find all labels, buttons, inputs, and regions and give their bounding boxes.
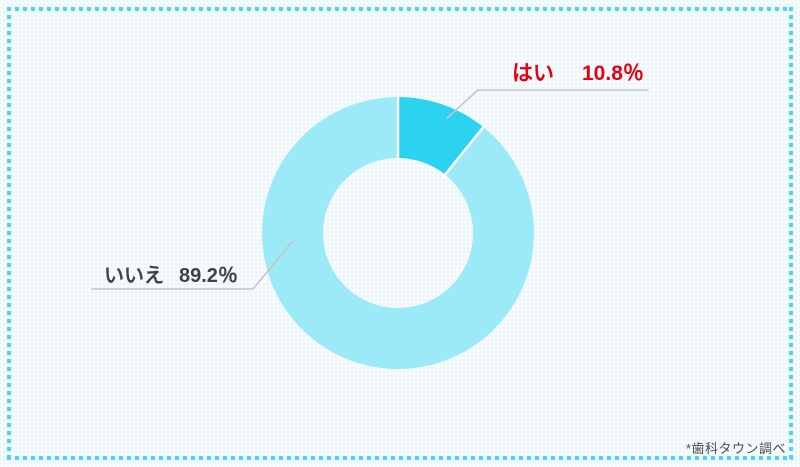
callout-yes-value: 10.8％ bbox=[582, 62, 644, 85]
dotted-frame-left bbox=[7, 7, 11, 460]
dotted-frame-right bbox=[789, 7, 793, 460]
callout-no-value: 89.2％ bbox=[179, 265, 238, 287]
dotted-frame-bottom bbox=[7, 456, 793, 460]
donut-chart bbox=[262, 95, 535, 369]
source-note: *歯科タウン調べ bbox=[685, 441, 786, 456]
callout-label-no: いいえ 89.2％ bbox=[104, 259, 238, 288]
callout-no-category: いいえ bbox=[104, 265, 164, 287]
callout-label-yes: はい 10.8％ bbox=[512, 57, 644, 87]
donut-slice-no bbox=[262, 97, 535, 369]
dotted-frame-top bbox=[7, 7, 793, 11]
callout-yes-category: はい bbox=[512, 62, 554, 85]
slice-divider-right bbox=[442, 124, 486, 178]
